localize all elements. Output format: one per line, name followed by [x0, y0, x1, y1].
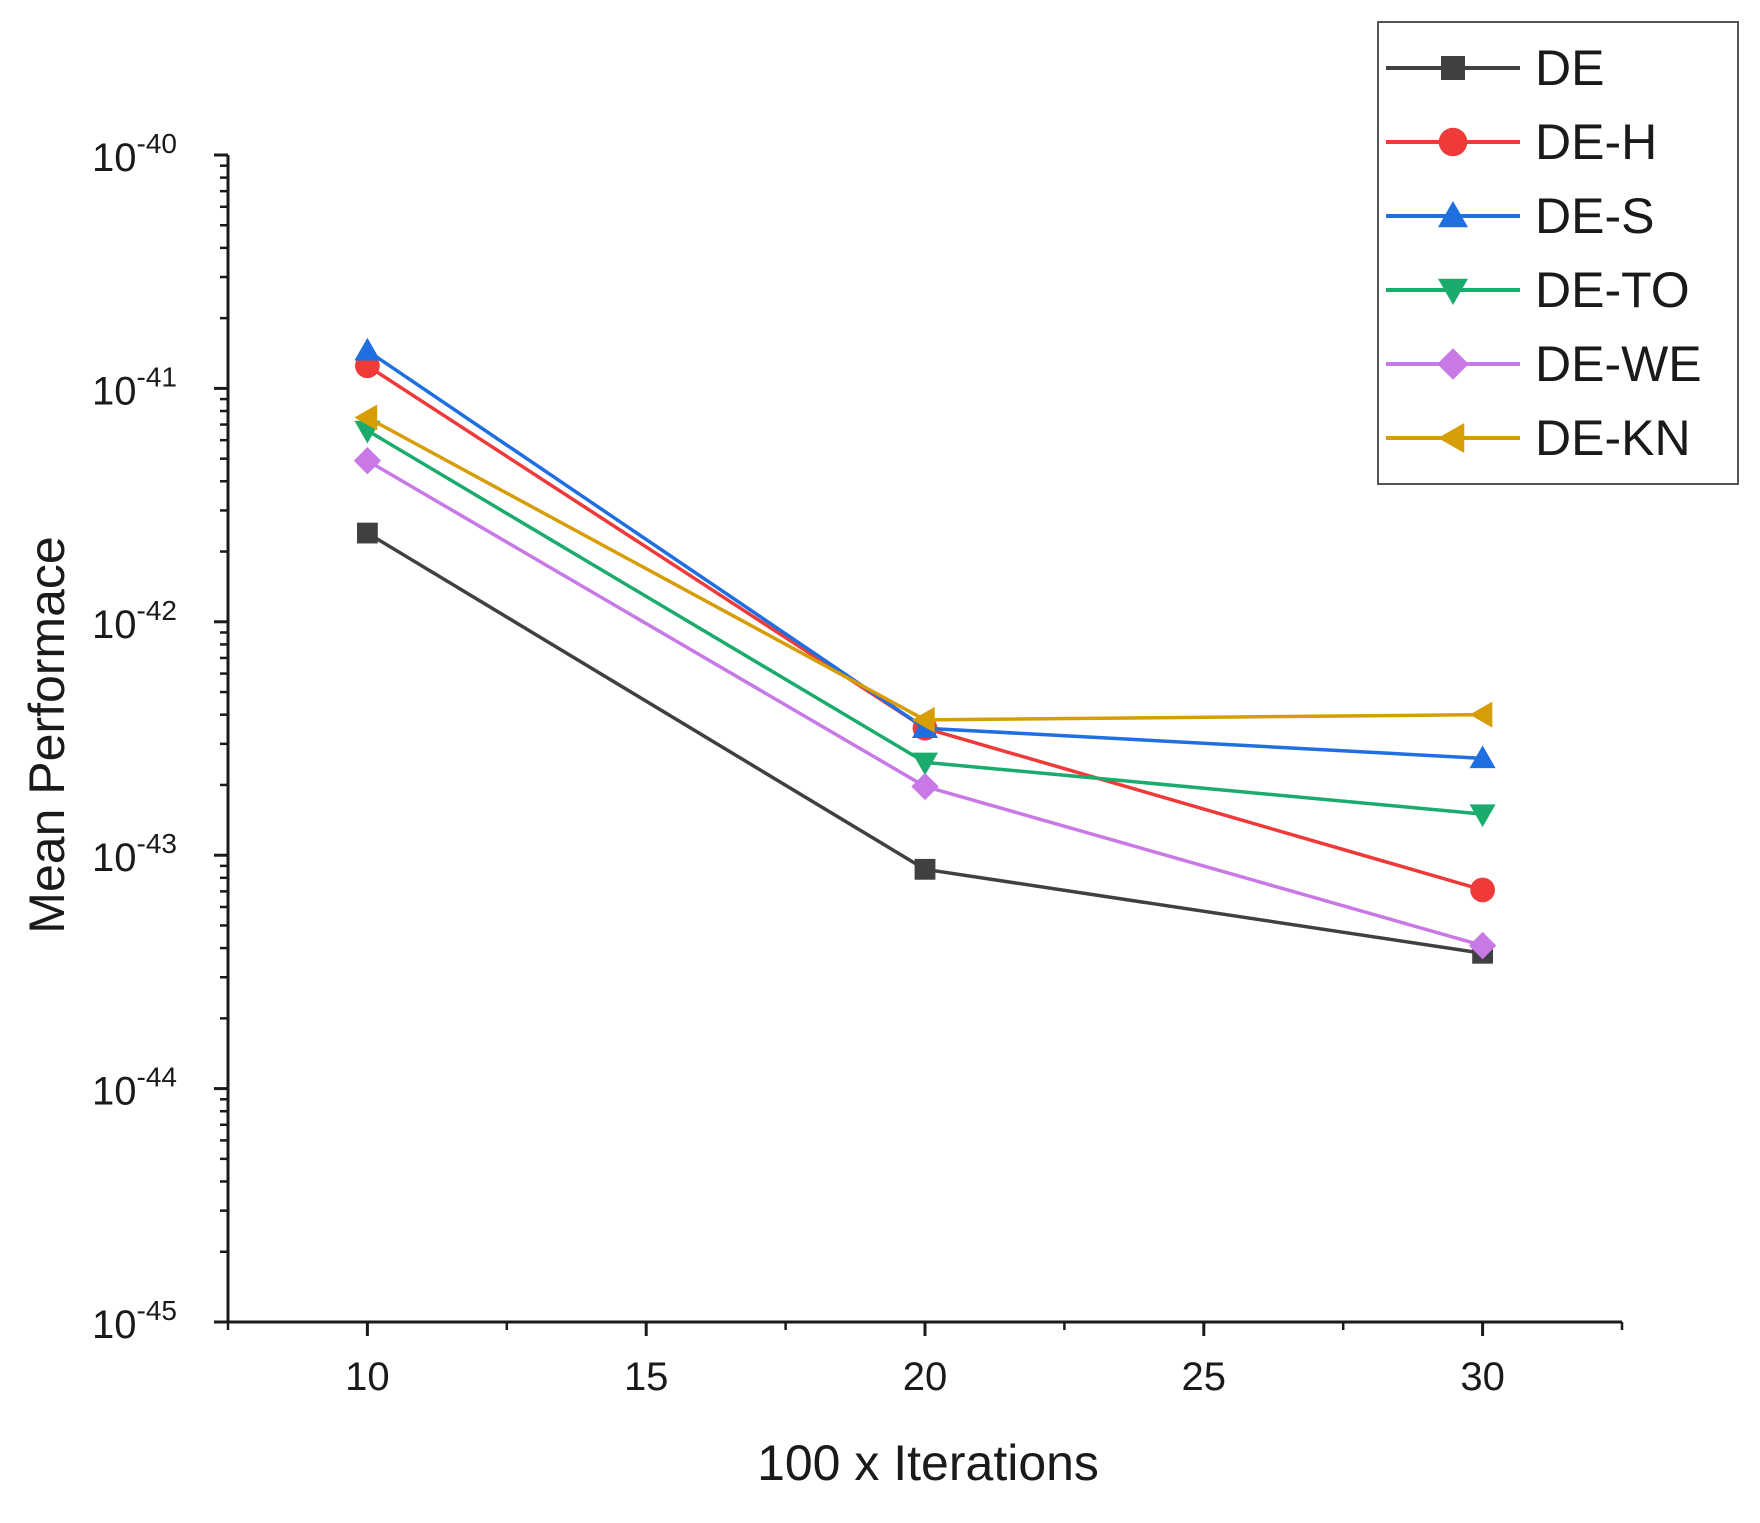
- series-line: [366, 364, 1484, 892]
- legend-marker: [1441, 56, 1465, 80]
- data-point: [354, 404, 378, 431]
- data-point: [1470, 877, 1495, 903]
- series-de-kn: [354, 404, 1493, 733]
- legend-marker: [1438, 127, 1468, 157]
- y-tick-label: 10-40: [92, 128, 177, 180]
- data-point: [354, 337, 381, 361]
- x-tick-label: 20: [903, 1355, 948, 1399]
- data-point: [1468, 931, 1497, 960]
- series-de: [357, 522, 1493, 964]
- series-line: [366, 531, 1483, 956]
- data-point: [911, 772, 939, 801]
- legend-marker: [1438, 201, 1468, 228]
- data-point: [353, 447, 382, 475]
- data-point: [914, 858, 936, 880]
- legend-label: DE-S: [1535, 188, 1654, 244]
- y-tick-label: 10-44: [92, 1062, 177, 1114]
- data-point: [1469, 701, 1493, 728]
- legend-label: DE-KN: [1535, 410, 1691, 466]
- legend-label: DE-TO: [1535, 262, 1690, 318]
- legend-item: DE-KN: [1386, 410, 1691, 466]
- legend-item: DE-H: [1386, 114, 1657, 170]
- legend-label: DE-WE: [1535, 336, 1702, 392]
- data-point: [912, 706, 935, 733]
- y-axis-title: Mean Performace: [19, 536, 75, 933]
- y-axis-ticks: 10-45 10-44 10-43 10-42 10-41 10-40: [92, 128, 228, 1347]
- x-tick-label: 30: [1460, 1355, 1505, 1399]
- legend-box: [1377, 21, 1739, 485]
- y-tick-label: 10-41: [92, 361, 177, 413]
- y-tick-label: 10-45: [92, 1295, 177, 1347]
- x-axis-title: 100 x Iterations: [757, 1435, 1099, 1491]
- legend-label: DE-H: [1535, 114, 1657, 170]
- legend-label: DE: [1535, 40, 1604, 96]
- legend-marker: [1438, 278, 1468, 305]
- legend-item: DE-TO: [1386, 262, 1690, 318]
- series-line: [366, 349, 1483, 761]
- legend: DE DE-H DE-S DE-TO DE-WE DE-KN: [1377, 21, 1739, 485]
- legend-item: DE-WE: [1386, 336, 1702, 392]
- y-tick-label: 10-42: [92, 595, 177, 647]
- x-tick-label: 10: [345, 1355, 390, 1399]
- legend-marker: [1437, 348, 1469, 380]
- y-tick-label: 10-43: [92, 828, 177, 880]
- data-point: [1469, 745, 1496, 769]
- series-de-we: [353, 447, 1497, 960]
- x-tick-label: 25: [1182, 1355, 1227, 1399]
- x-axis-ticks: 10 15 20 25 30: [226, 1322, 1624, 1399]
- legend-marker: [1438, 423, 1465, 453]
- data-point: [357, 522, 378, 544]
- x-tick-label: 15: [624, 1355, 669, 1399]
- series-de-to: [354, 420, 1496, 828]
- legend-item: DE: [1386, 40, 1604, 96]
- series-layer: [353, 337, 1497, 964]
- data-point: [912, 752, 938, 776]
- legend-item: DE-S: [1386, 188, 1654, 244]
- data-point: [1469, 804, 1496, 828]
